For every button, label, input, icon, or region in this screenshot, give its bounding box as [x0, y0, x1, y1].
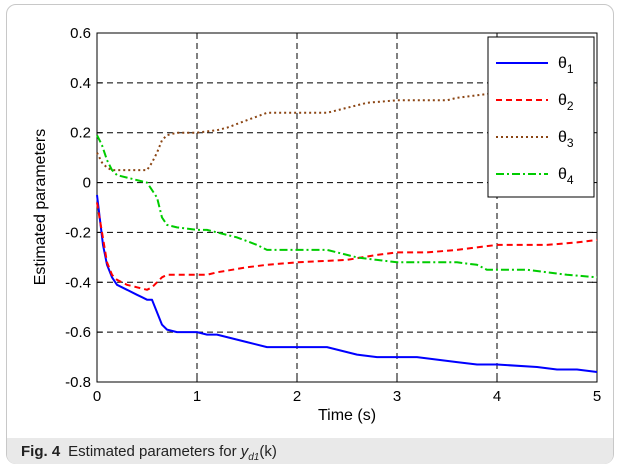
- caption-bar: Fig. 4 Estimated parameters for yd1(k): [7, 438, 613, 464]
- y-tick-label: 0.6: [70, 25, 91, 42]
- ticks: 0 1 2 3 4 5 -0.8 -0.6 -0.4 -0.2 0 0.2 0.4 0.6: [65, 25, 601, 405]
- x-tick-label: 3: [393, 388, 401, 405]
- y-tick-label: -0.4: [65, 274, 91, 291]
- legend-label-4: θ4: [558, 166, 574, 187]
- y-tick-label: 0.4: [70, 75, 91, 92]
- series-line-3: [96, 86, 597, 172]
- caption-argument: (k): [259, 443, 277, 460]
- series-line-2: [96, 202, 598, 291]
- series-lines: [96, 86, 598, 373]
- grid: [97, 33, 597, 382]
- x-tick-label: 5: [593, 388, 601, 405]
- legend-label-2: θ2: [558, 92, 574, 113]
- caption-subscript: d1: [248, 452, 260, 463]
- x-tick-label: 0: [93, 388, 101, 405]
- y-tick-label: 0.2: [70, 125, 91, 142]
- figure-caption: Fig. 4 Estimated parameters for yd1(k): [21, 443, 277, 463]
- x-axis-label: Time (s): [318, 407, 376, 424]
- y-tick-label: -0.2: [65, 224, 91, 241]
- caption-symbol: y: [240, 443, 249, 460]
- x-tick-label: 4: [493, 388, 501, 405]
- x-tick-label: 2: [293, 388, 301, 405]
- y-tick-label: -0.6: [65, 324, 91, 341]
- y-axis-label: Estimated parameters: [32, 129, 49, 286]
- legend: θ1 θ2 θ3 θ4: [487, 36, 595, 198]
- x-tick-label: 1: [193, 388, 201, 405]
- legend-label-3: θ3: [558, 129, 574, 150]
- legend-label-1: θ1: [558, 55, 574, 76]
- y-tick-label: -0.8: [65, 374, 91, 391]
- y-tick-label: 0: [83, 175, 91, 192]
- series-line-1: [96, 194, 598, 373]
- figure-number: Fig. 4: [21, 443, 61, 460]
- caption-text: Estimated parameters for: [68, 443, 237, 460]
